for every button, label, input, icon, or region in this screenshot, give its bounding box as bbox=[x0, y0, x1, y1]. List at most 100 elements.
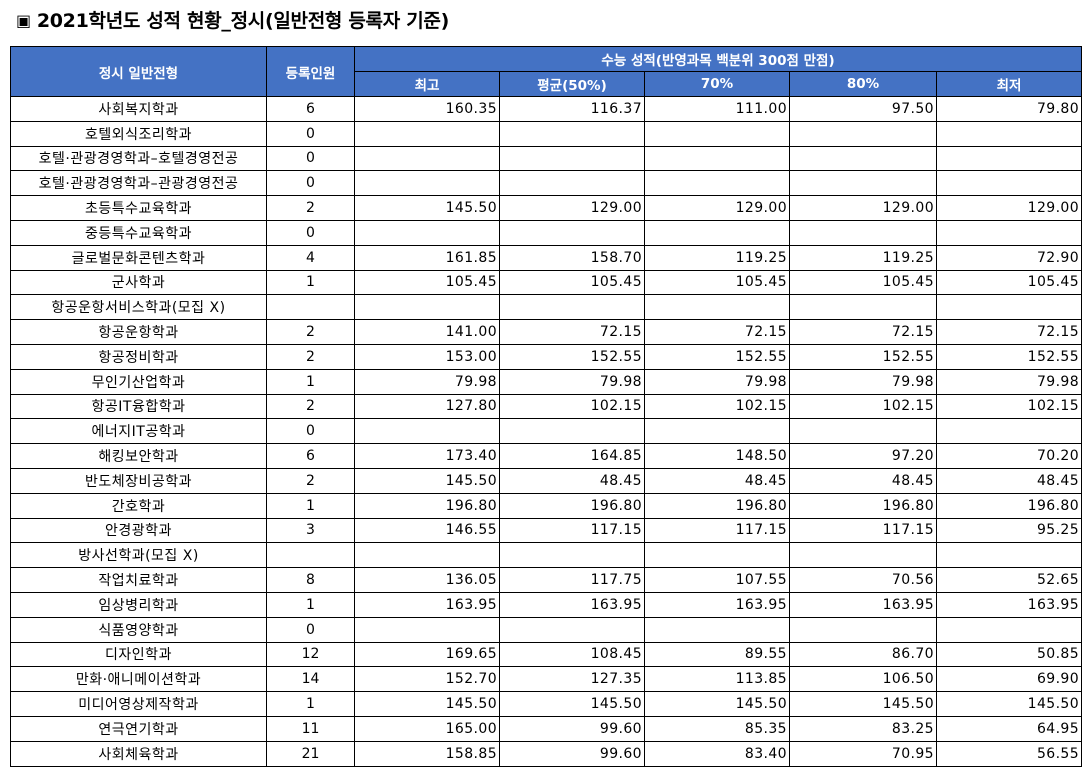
p70-score-cell: 113.85 bbox=[644, 666, 790, 693]
avg-score-cell bbox=[499, 170, 645, 197]
p80-score-cell: 106.50 bbox=[789, 666, 937, 693]
p70-score-cell bbox=[644, 294, 790, 321]
department-cell: 글로벌문화콘텐츠학과 bbox=[10, 244, 267, 271]
p70-score-cell: 117.15 bbox=[644, 517, 790, 544]
department-cell: 무인기산업학과 bbox=[10, 368, 267, 395]
min-score-cell bbox=[935, 616, 1083, 643]
header-enrolled: 등록인원 bbox=[266, 46, 355, 97]
department-cell: 방사선학과(모집 X) bbox=[10, 542, 267, 569]
max-score-cell: 145.50 bbox=[354, 467, 500, 494]
max-score-cell: 153.00 bbox=[354, 343, 500, 370]
min-score-cell: 102.15 bbox=[935, 393, 1083, 420]
min-score-cell: 95.25 bbox=[935, 517, 1083, 544]
table-row: 식품영양학과 0 bbox=[10, 616, 1083, 643]
p80-score-cell: 196.80 bbox=[789, 492, 937, 519]
table-row: 작업치료학과 8 136.05 117.75 107.55 70.56 52.65 bbox=[10, 567, 1083, 593]
table-row: 만화·애니메이션학과 14 152.70 127.35 113.85 106.50 69.9… bbox=[10, 666, 1083, 693]
header-score-group: 수능 성적(반영과목 백분위 300점 만점) bbox=[353, 46, 1083, 72]
max-score-cell: 145.50 bbox=[354, 691, 500, 717]
page-title: ▣ 2021학년도 성적 현황_정시(일반전형 등록자 기준) bbox=[16, 6, 449, 36]
max-score-cell: 141.00 bbox=[354, 319, 500, 345]
enrolled-cell: 8 bbox=[266, 567, 355, 593]
enrolled-cell: 0 bbox=[266, 616, 355, 643]
avg-score-cell bbox=[499, 542, 645, 569]
table-row: 사회복지학과 6 160.35 116.37 111.00 97.50 79.80 bbox=[10, 96, 1083, 122]
table-row: 초등특수교육학과 2 145.50 129.00 129.00 129.00 129.00 bbox=[10, 195, 1083, 221]
department-cell: 호텔·관광경영학과–호텔경영전공 bbox=[10, 145, 267, 172]
avg-score-cell bbox=[499, 294, 645, 321]
p80-score-cell: 129.00 bbox=[789, 195, 937, 221]
max-score-cell bbox=[354, 294, 500, 321]
p80-score-cell: 70.95 bbox=[789, 740, 937, 767]
p80-score-cell: 48.45 bbox=[789, 467, 937, 494]
min-score-cell: 69.90 bbox=[935, 666, 1083, 693]
enrolled-cell: 14 bbox=[266, 666, 355, 693]
department-cell: 항공정비학과 bbox=[10, 343, 267, 370]
enrolled-cell: 2 bbox=[266, 467, 355, 494]
avg-score-cell: 158.70 bbox=[499, 244, 645, 271]
p70-score-cell: 105.45 bbox=[644, 269, 790, 296]
p80-score-cell bbox=[789, 145, 937, 172]
avg-score-cell: 79.98 bbox=[499, 368, 645, 395]
min-score-cell: 50.85 bbox=[935, 641, 1083, 668]
admission-results-table: 정시 일반전형 등록인원 수능 성적(반영과목 백분위 300점 만점) 최고 … bbox=[10, 46, 1083, 767]
table-row: 사회체육학과 21 158.85 99.60 83.40 70.95 56.55 bbox=[10, 740, 1083, 767]
max-score-cell: 79.98 bbox=[354, 368, 500, 395]
min-score-cell: 105.45 bbox=[935, 269, 1083, 296]
header-min: 최저 bbox=[935, 71, 1083, 97]
p70-score-cell: 111.00 bbox=[644, 96, 790, 122]
min-score-cell: 48.45 bbox=[935, 467, 1083, 494]
enrolled-cell: 6 bbox=[266, 96, 355, 122]
p70-score-cell bbox=[644, 120, 790, 147]
enrolled-cell bbox=[266, 542, 355, 569]
p80-score-cell bbox=[789, 170, 937, 197]
min-score-cell bbox=[935, 418, 1083, 445]
p70-score-cell: 129.00 bbox=[644, 195, 790, 221]
max-score-cell: 146.55 bbox=[354, 517, 500, 544]
max-score-cell bbox=[354, 145, 500, 172]
square-bullet-icon: ▣ bbox=[16, 11, 31, 30]
min-score-cell: 152.55 bbox=[935, 343, 1083, 370]
department-cell: 안경광학과 bbox=[10, 517, 267, 544]
department-cell: 에너지IT공학과 bbox=[10, 418, 267, 445]
department-cell: 디자인학과 bbox=[10, 641, 267, 668]
enrolled-cell: 2 bbox=[266, 195, 355, 221]
table-row: 글로벌문화콘텐츠학과 4 161.85 158.70 119.25 119.25 72.90 bbox=[10, 244, 1083, 271]
min-score-cell: 64.95 bbox=[935, 715, 1083, 742]
table-row: 안경광학과 3 146.55 117.15 117.15 117.15 95.25 bbox=[10, 517, 1083, 544]
department-cell: 작업치료학과 bbox=[10, 567, 267, 593]
department-cell: 사회체육학과 bbox=[10, 740, 267, 767]
p80-score-cell: 72.15 bbox=[789, 319, 937, 345]
p70-score-cell bbox=[644, 219, 790, 246]
p80-score-cell: 97.50 bbox=[789, 96, 937, 122]
p80-score-cell: 70.56 bbox=[789, 567, 937, 593]
header-average: 평균(50%) bbox=[499, 71, 645, 97]
max-score-cell bbox=[354, 219, 500, 246]
enrolled-cell: 2 bbox=[266, 319, 355, 345]
max-score-cell bbox=[354, 418, 500, 445]
p70-score-cell bbox=[644, 418, 790, 445]
avg-score-cell: 102.15 bbox=[499, 393, 645, 420]
min-score-cell: 56.55 bbox=[935, 740, 1083, 767]
table-row: 군사학과 1 105.45 105.45 105.45 105.45 105.45 bbox=[10, 269, 1083, 296]
p80-score-cell bbox=[789, 418, 937, 445]
table-row: 항공IT융합학과 2 127.80 102.15 102.15 102.15 102.15 bbox=[10, 393, 1083, 420]
enrolled-cell: 1 bbox=[266, 269, 355, 296]
department-cell: 사회복지학과 bbox=[10, 96, 267, 122]
header-80pct: 80% bbox=[789, 71, 937, 97]
avg-score-cell: 105.45 bbox=[499, 269, 645, 296]
enrolled-cell: 1 bbox=[266, 591, 355, 618]
p80-score-cell bbox=[789, 219, 937, 246]
min-score-cell bbox=[935, 542, 1083, 569]
avg-score-cell: 163.95 bbox=[499, 591, 645, 618]
p80-score-cell bbox=[789, 542, 937, 569]
p80-score-cell: 152.55 bbox=[789, 343, 937, 370]
avg-score-cell bbox=[499, 120, 645, 147]
enrolled-cell: 2 bbox=[266, 343, 355, 370]
avg-score-cell: 117.75 bbox=[499, 567, 645, 593]
avg-score-cell: 108.45 bbox=[499, 641, 645, 668]
max-score-cell bbox=[354, 616, 500, 643]
avg-score-cell bbox=[499, 145, 645, 172]
p80-score-cell: 86.70 bbox=[789, 641, 937, 668]
p70-score-cell bbox=[644, 542, 790, 569]
